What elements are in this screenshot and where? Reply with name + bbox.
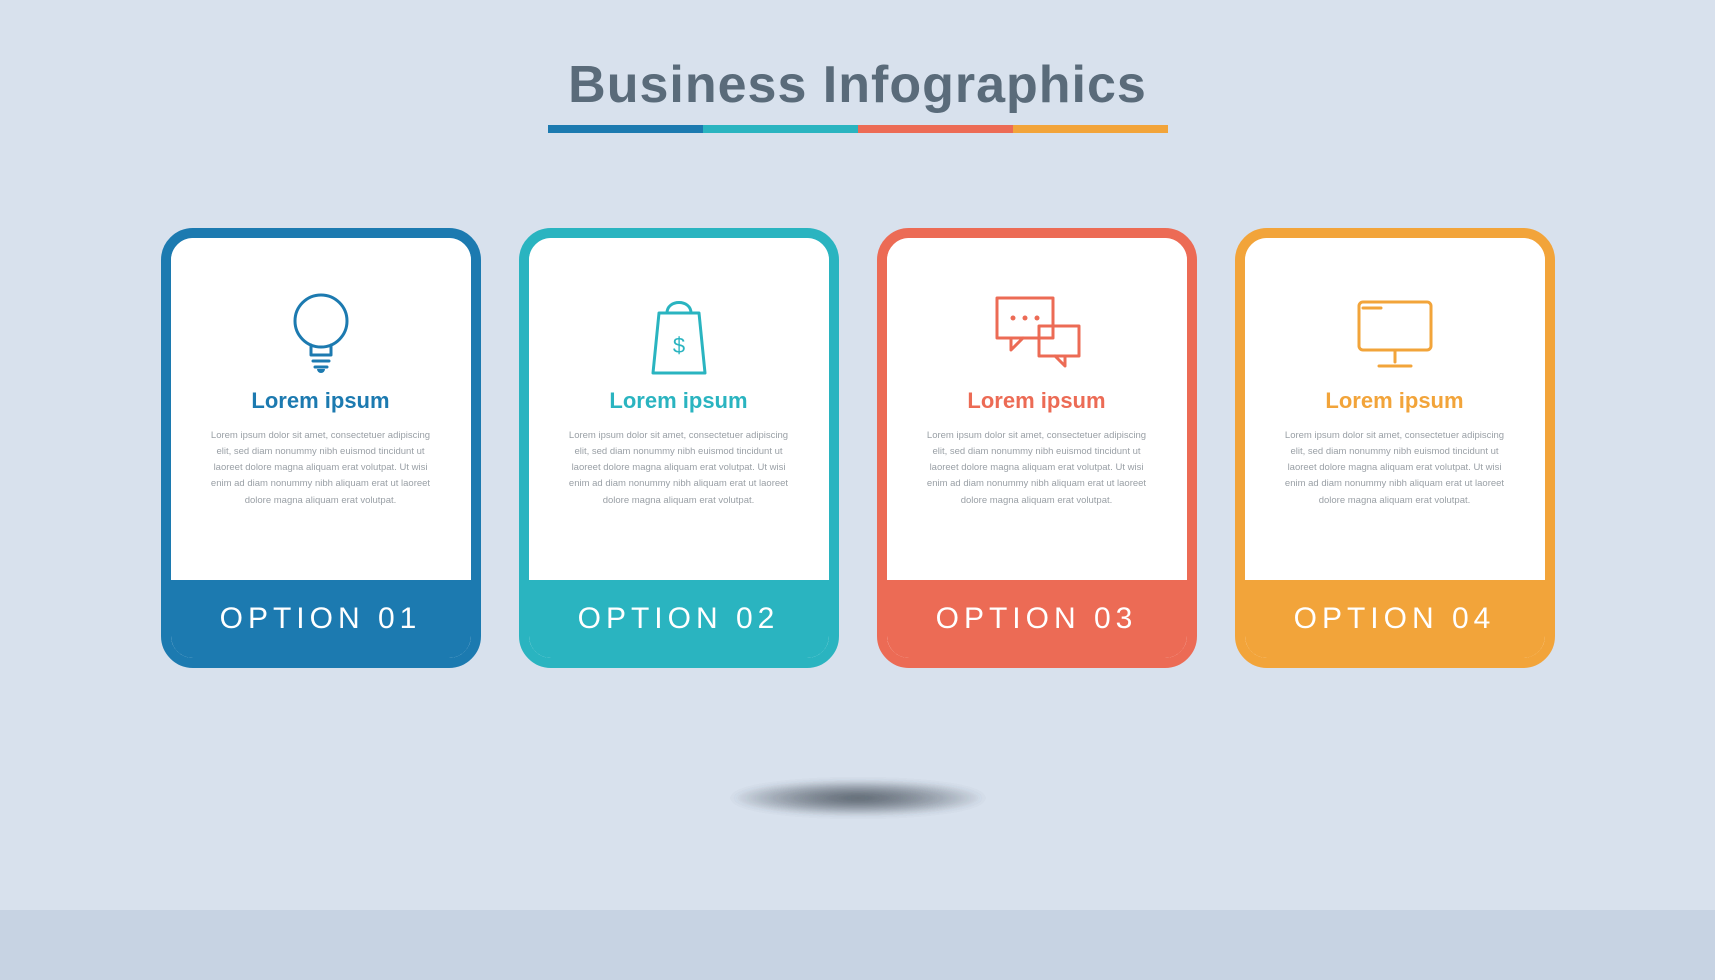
page-title: Business Infographics [0,55,1715,115]
underline-segment [548,125,703,133]
card-footer-label: OPTION 01 [171,580,471,658]
card-shadow [728,780,988,816]
svg-text:$: $ [672,333,684,358]
chat-bubbles-icon [915,278,1159,388]
underline-segment [858,125,1013,133]
title-underline [0,125,1715,133]
underline-segment [703,125,858,133]
card-inner: Lorem ipsum Lorem ipsum dolor sit amet, c… [887,238,1187,580]
card-body-text: Lorem ipsum dolor sit amet, consectetuer… [922,428,1152,509]
card-footer-label: OPTION 04 [1245,580,1545,658]
underline-segment [1013,125,1168,133]
header: Business Infographics [0,0,1715,133]
option-card-3: Lorem ipsum Lorem ipsum dolor sit amet, c… [877,228,1197,668]
monitor-icon [1273,278,1517,388]
shopping-bag-dollar-icon: $ [557,278,801,388]
card-footer-label: OPTION 02 [529,580,829,658]
option-card-4: Lorem ipsum Lorem ipsum dolor sit amet, c… [1235,228,1555,668]
card-footer-label: OPTION 03 [887,580,1187,658]
bottom-strip [0,910,1715,980]
card-heading: Lorem ipsum [1273,388,1517,414]
cards-row: Lorem ipsum Lorem ipsum dolor sit amet, c… [0,228,1715,668]
card-inner: $ Lorem ipsum Lorem ipsum dolor sit amet, … [529,238,829,580]
card-heading: Lorem ipsum [557,388,801,414]
card-body-text: Lorem ipsum dolor sit amet, consectetuer… [206,428,436,509]
card-heading: Lorem ipsum [199,388,443,414]
card-inner: Lorem ipsum Lorem ipsum dolor sit amet, c… [1245,238,1545,580]
card-body-text: Lorem ipsum dolor sit amet, consectetuer… [564,428,794,509]
card-heading: Lorem ipsum [915,388,1159,414]
option-card-1: Lorem ipsum Lorem ipsum dolor sit amet, c… [161,228,481,668]
card-inner: Lorem ipsum Lorem ipsum dolor sit amet, c… [171,238,471,580]
lightbulb-icon [199,278,443,388]
option-card-2: $ Lorem ipsum Lorem ipsum dolor sit amet, … [519,228,839,668]
card-body-text: Lorem ipsum dolor sit amet, consectetuer… [1280,428,1510,509]
